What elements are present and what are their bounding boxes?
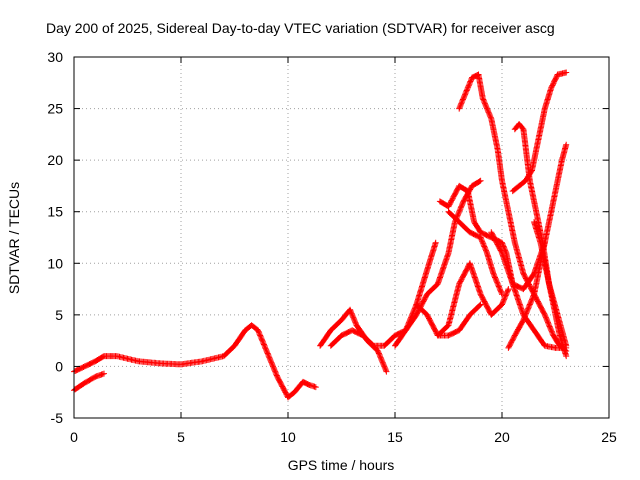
x-tick-label: 25 [601, 429, 617, 445]
x-tick-label: 20 [494, 429, 510, 445]
data-marks [434, 260, 512, 339]
grid [74, 57, 609, 418]
data-marks [413, 239, 439, 308]
series-track-5 [392, 301, 484, 349]
series-track-10 [434, 260, 512, 339]
x-tick-label: 10 [280, 429, 296, 445]
series-track-12 [509, 69, 570, 195]
data-marks [531, 219, 570, 360]
data-marks [445, 208, 505, 298]
x-tick-label: 5 [177, 429, 185, 445]
series-track-6 [413, 239, 439, 308]
y-axis-label: SDTVAR / TECUs [6, 182, 22, 294]
x-tick-label: 0 [70, 429, 78, 445]
series-track-8 [456, 71, 570, 354]
y-tick-label: 20 [47, 152, 63, 168]
series-track-9 [445, 208, 505, 298]
data-marks [456, 71, 570, 354]
y-tick-label: 5 [55, 307, 63, 323]
data-marks [392, 301, 484, 349]
series-track-15 [531, 219, 570, 360]
y-tick-label: 10 [47, 255, 63, 271]
y-tick-label: 0 [55, 358, 63, 374]
y-tick-label: 15 [47, 204, 63, 220]
chart-title: Day 200 of 2025, Sidereal Day-to-day VTE… [46, 20, 555, 36]
y-tick-label: -5 [51, 410, 64, 426]
axis-ticks: 0 5 10 15 20 25 -5 0 5 10 15 20 25 30 [47, 49, 617, 445]
y-tick-label: 30 [47, 49, 63, 65]
y-tick-label: 25 [47, 101, 63, 117]
x-tick-label: 15 [387, 429, 403, 445]
x-axis-label: GPS time / hours [288, 457, 395, 473]
data-points [71, 69, 570, 401]
plot-frame [73, 56, 610, 419]
data-marks [509, 69, 570, 195]
